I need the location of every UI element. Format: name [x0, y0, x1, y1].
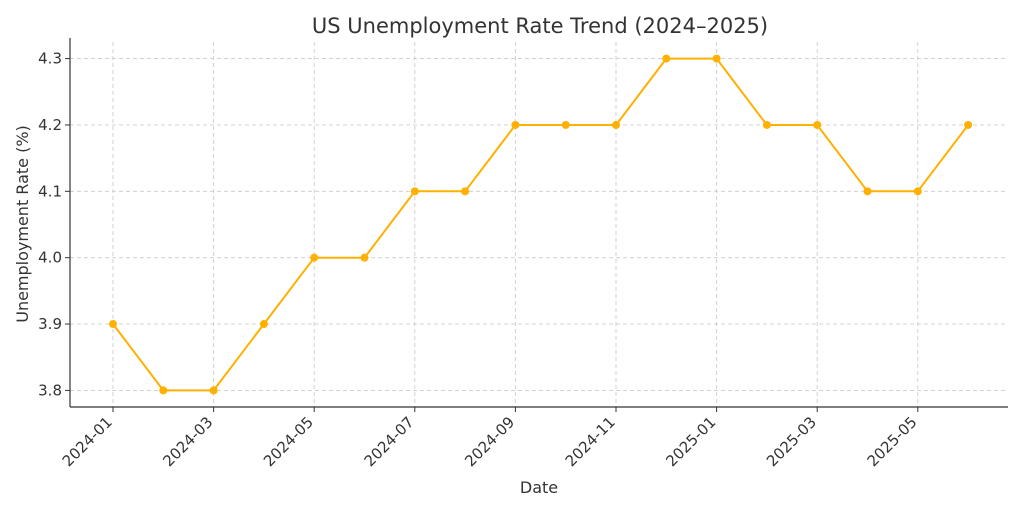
data-point	[360, 253, 369, 262]
data-point	[913, 187, 922, 196]
data-point	[109, 320, 117, 329]
data-point	[511, 120, 520, 129]
x-tick-label: 2024-09	[461, 413, 518, 470]
y-tick-label: 3.9	[38, 315, 62, 333]
x-tick-label: 2024-03	[159, 413, 216, 470]
series-layer	[109, 54, 973, 395]
x-axis-label: Date	[520, 478, 558, 497]
series-line	[112, 57, 969, 392]
y-axis-label: Unemployment Rate (%)	[13, 125, 32, 323]
x-tick-label: 2024-11	[562, 413, 619, 470]
data-point	[561, 120, 570, 129]
data-point	[964, 120, 973, 129]
data-point	[310, 253, 319, 262]
x-tick-label: 2025-01	[662, 413, 719, 470]
data-point	[813, 120, 822, 129]
data-point	[159, 386, 168, 395]
y-tick-label: 3.8	[38, 381, 62, 399]
grid	[70, 42, 1008, 407]
y-tick-label: 4.3	[38, 50, 62, 68]
x-tick-label: 2024-05	[260, 413, 317, 470]
data-point	[410, 187, 419, 196]
x-tick-label: 2025-05	[864, 413, 921, 470]
axes	[65, 38, 1008, 412]
data-point	[762, 120, 771, 129]
chart-title: US Unemployment Rate Trend (2024–2025)	[312, 14, 768, 38]
x-tick-label: 2025-03	[763, 413, 820, 470]
y-tick-label: 4.1	[38, 182, 62, 200]
x-tick-label: 2024-07	[361, 413, 418, 470]
data-point	[259, 320, 268, 329]
x-tick-label: 2024-01	[59, 413, 116, 470]
data-point	[612, 120, 620, 129]
data-point	[712, 54, 721, 63]
data-point	[209, 386, 218, 395]
data-point	[662, 54, 671, 63]
y-tick-label: 4.2	[38, 116, 62, 134]
data-point	[461, 187, 470, 196]
y-tick-label: 4.0	[38, 249, 62, 267]
data-point	[863, 187, 872, 196]
